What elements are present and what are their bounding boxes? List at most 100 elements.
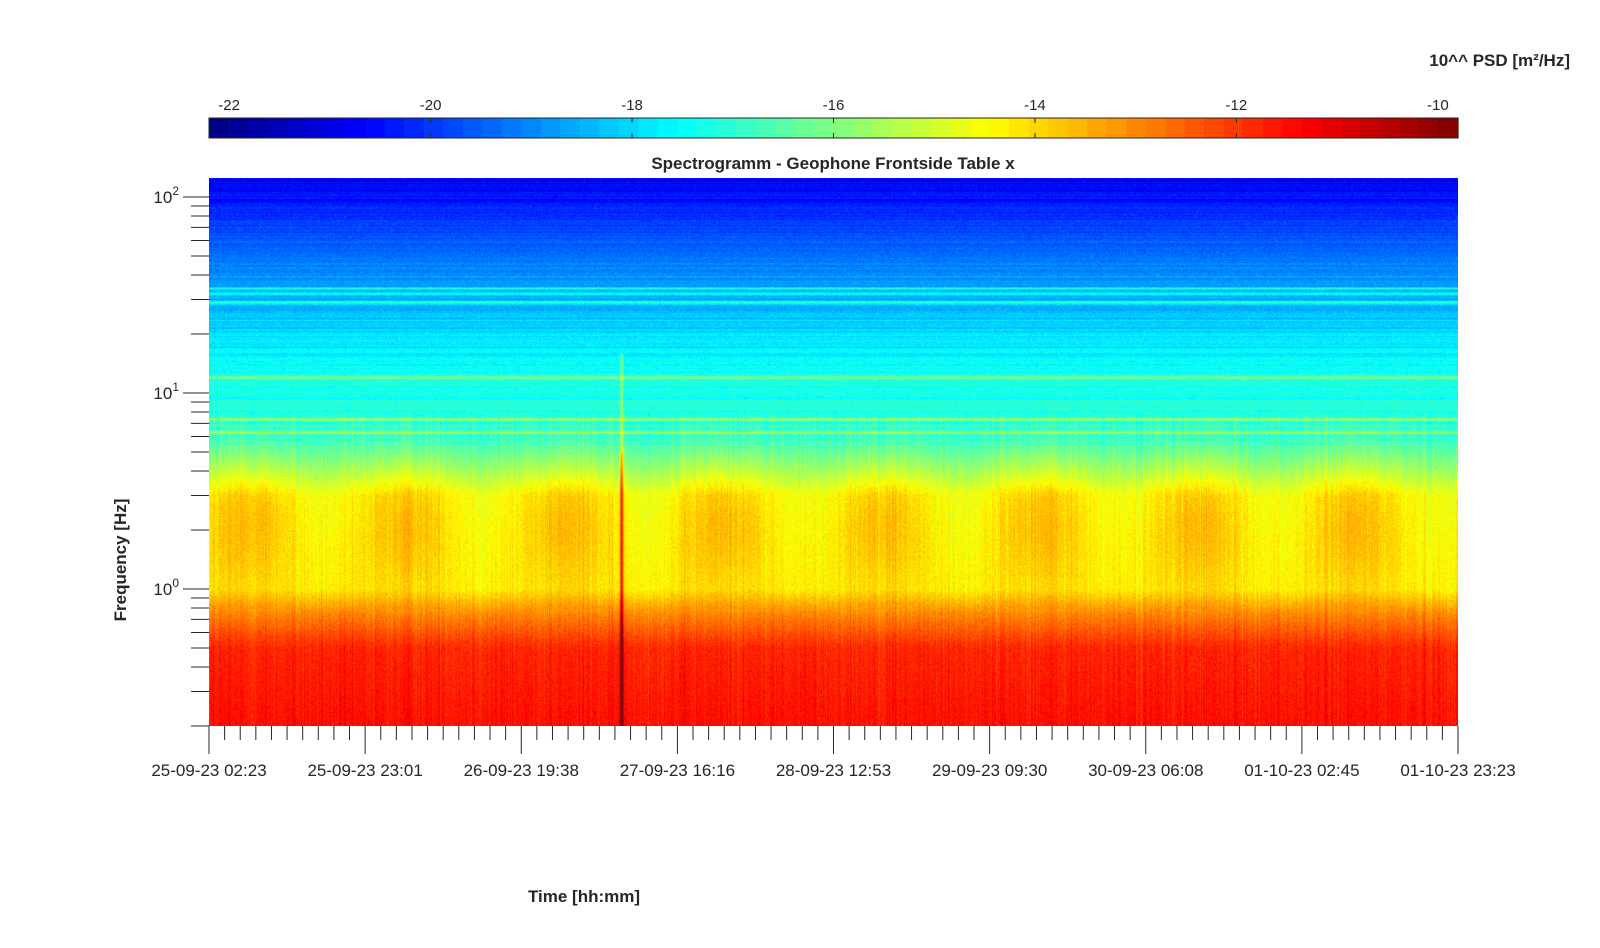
colorbar-cell — [989, 118, 1010, 138]
y-axis-label: Frequency [Hz] — [111, 499, 130, 622]
colorbar-cell — [228, 118, 249, 138]
colorbar-tick-label: -18 — [621, 97, 643, 114]
colorbar-cell — [911, 118, 932, 138]
x-tick-label: 30-09-23 06:08 — [1088, 761, 1203, 780]
colorbar-cell — [1360, 118, 1381, 138]
colorbar-cell — [462, 118, 483, 138]
colorbar-cell — [1067, 118, 1088, 138]
colorbar-cell — [443, 118, 464, 138]
colorbar-cell — [345, 118, 366, 138]
chart-title: Spectrogramm - Geophone Frontside Table … — [651, 154, 1015, 173]
colorbar-cell — [716, 118, 737, 138]
colorbar-cell — [267, 118, 288, 138]
colorbar-cell — [618, 118, 639, 138]
colorbar-cell — [950, 118, 971, 138]
colorbar-cell — [872, 118, 893, 138]
y-tick-base: 10 — [153, 384, 172, 403]
colorbar-cell — [384, 118, 405, 138]
x-tick-label: 29-09-23 09:30 — [932, 761, 1047, 780]
spectrogram-heatmap — [209, 178, 1458, 726]
colorbar-cell — [1438, 118, 1459, 138]
colorbar-cell — [1048, 118, 1069, 138]
colorbar-cell — [1301, 118, 1322, 138]
colorbar-ticks: -22 -20 -18 -16 -14 -12 -10 — [218, 97, 1449, 138]
colorbar-cell — [1321, 118, 1342, 138]
x-tick-label: 01-10-23 23:23 — [1400, 761, 1515, 780]
colorbar-cell — [1243, 118, 1264, 138]
colorbar-cell — [1223, 118, 1244, 138]
colorbar-cell — [1009, 118, 1030, 138]
colorbar-cell — [677, 118, 698, 138]
y-tick-base: 10 — [153, 580, 172, 599]
colorbar-cell — [892, 118, 913, 138]
colorbar-cell — [1106, 118, 1127, 138]
colorbar-cell — [813, 118, 835, 138]
colorbar: 10^^ PSD [m²/Hz] -22 -20 -18 -16 -14 -12 -10 — [208, 51, 1570, 139]
colorbar-cell — [1028, 118, 1049, 138]
colorbar-cell — [287, 118, 308, 138]
colorbar-cell — [1262, 118, 1283, 138]
colorbar-cell — [794, 118, 815, 138]
y-tick-exponent: 2 — [172, 184, 179, 198]
colorbar-cell — [404, 118, 425, 138]
colorbar-cell — [1379, 118, 1401, 138]
x-tick-label: 25-09-23 02:23 — [151, 761, 266, 780]
x-axis: 25-09-23 02:23 25-09-23 23:01 26-09-23 19:… — [151, 726, 1516, 780]
colorbar-cell — [1282, 118, 1303, 138]
colorbar-cell — [1165, 118, 1186, 138]
colorbar-cell — [1340, 118, 1362, 138]
x-tick-label: 26-09-23 19:38 — [464, 761, 579, 780]
x-tick-label: 01-10-23 02:45 — [1244, 761, 1359, 780]
colorbar-tick-label: -20 — [420, 97, 442, 114]
colorbar-tick-label: -22 — [218, 97, 240, 114]
colorbar-cell — [540, 118, 561, 138]
colorbar-cell — [501, 118, 522, 138]
colorbar-cell — [931, 118, 952, 138]
y-tick-exponent: 1 — [172, 380, 179, 394]
colorbar-cell — [696, 118, 718, 138]
y-tick-label: 102 — [153, 184, 179, 207]
colorbar-cell — [306, 118, 327, 138]
colorbar-cell — [1087, 118, 1108, 138]
x-axis-label: Time [hh:mm] — [528, 887, 640, 906]
colorbar-tick-label: -16 — [823, 97, 845, 114]
colorbar-cell — [638, 118, 659, 138]
colorbar-cell — [735, 118, 757, 138]
colorbar-cell — [970, 118, 991, 138]
colorbar-cell — [657, 118, 678, 138]
y-tick-exponent: 0 — [172, 576, 179, 590]
colorbar-cell — [209, 118, 230, 138]
colorbar-gradient — [209, 118, 1459, 138]
colorbar-cell — [755, 118, 776, 138]
y-tick-label: 101 — [153, 380, 179, 403]
x-tick-label: 25-09-23 23:01 — [307, 761, 422, 780]
colorbar-cell — [1184, 118, 1205, 138]
x-tick-label: 27-09-23 16:16 — [620, 761, 735, 780]
colorbar-tick-label: -10 — [1427, 97, 1449, 114]
colorbar-cell — [482, 118, 503, 138]
colorbar-cell — [423, 118, 444, 138]
colorbar-cell — [1204, 118, 1225, 138]
colorbar-cell — [833, 118, 854, 138]
colorbar-cell — [1126, 118, 1147, 138]
colorbar-cell — [579, 118, 600, 138]
colorbar-cell — [1399, 118, 1420, 138]
colorbar-tick-label: -12 — [1226, 97, 1248, 114]
colorbar-label: 10^^ PSD [m²/Hz] — [1429, 51, 1570, 70]
y-tick-label: 100 — [153, 576, 179, 599]
colorbar-cell — [365, 118, 386, 138]
colorbar-cell — [1418, 118, 1440, 138]
colorbar-cell — [774, 118, 796, 138]
colorbar-tick-label: -14 — [1024, 97, 1046, 114]
colorbar-cell — [599, 118, 620, 138]
y-tick-base: 10 — [153, 188, 172, 207]
colorbar-cell — [853, 118, 874, 138]
colorbar-cell — [326, 118, 347, 138]
colorbar-cell — [521, 118, 542, 138]
colorbar-cell — [1145, 118, 1166, 138]
colorbar-cell — [560, 118, 581, 138]
x-tick-label: 28-09-23 12:53 — [776, 761, 891, 780]
